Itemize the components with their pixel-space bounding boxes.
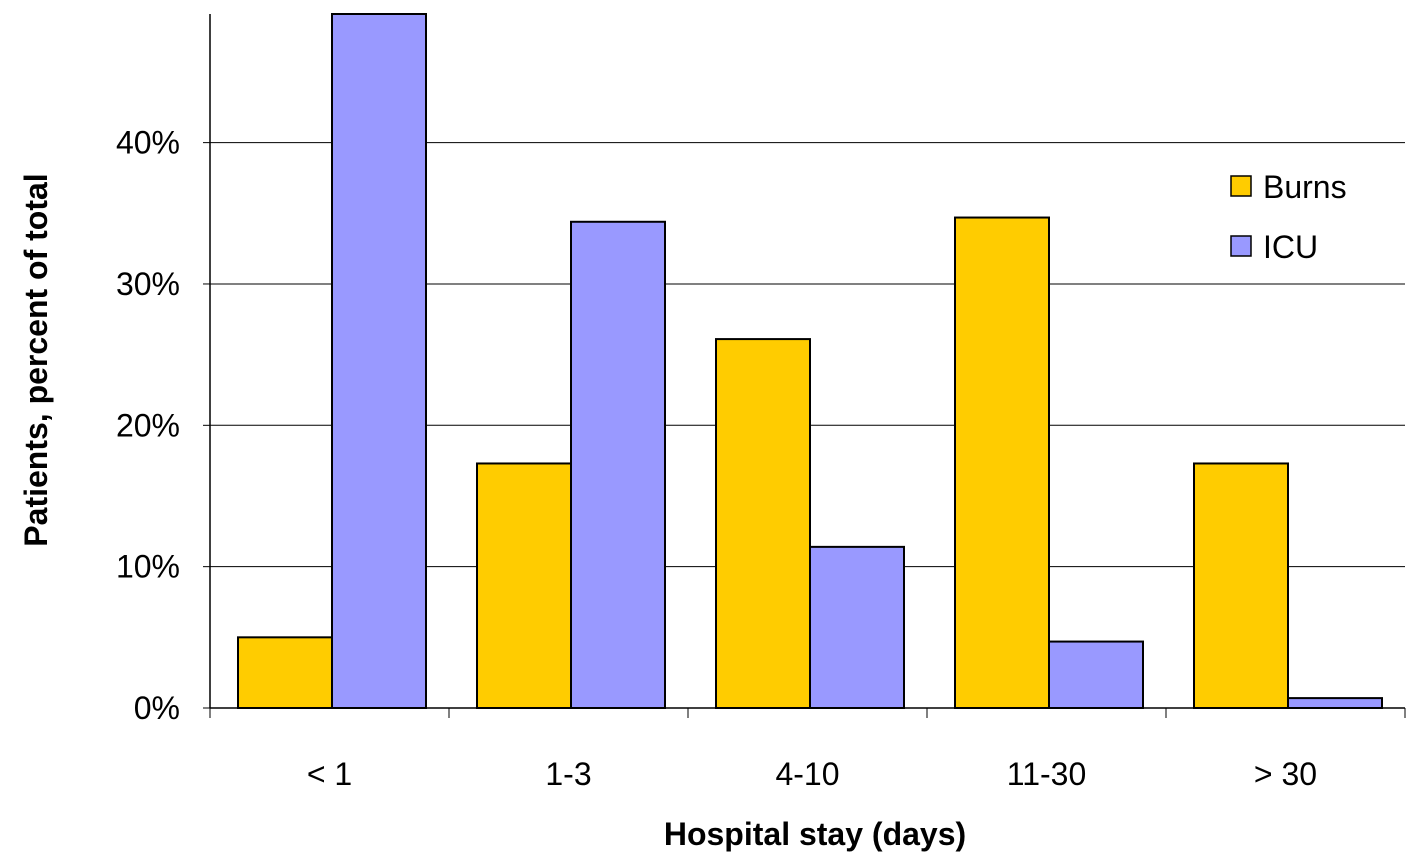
x-tick-label: 4-10 [775,756,839,792]
legend-label-icu: ICU [1263,229,1318,265]
legend: Burns ICU [1230,169,1347,265]
legend-swatch-burns [1230,175,1252,197]
bar-icu [570,220,666,709]
bar-burns [237,636,333,709]
x-tick-label: 1-3 [545,756,591,792]
axes [203,14,1406,718]
legend-swatch-icu [1230,235,1252,257]
bar-burns [954,216,1050,709]
x-tick-label: > 30 [1254,756,1317,792]
bar-icu [1048,640,1144,710]
bar-icu [331,13,427,709]
y-tick-label: 40% [116,125,180,161]
x-tick-label: 11-30 [1007,756,1086,792]
bar-icu [1287,697,1383,709]
bars [237,13,1383,710]
bar-burns [1193,462,1289,709]
x-axis-title: Hospital stay (days) [664,816,966,852]
bar-burns [476,462,572,709]
y-tick-label: 20% [116,407,180,443]
bar-burns [715,338,811,709]
x-tick-label: < 1 [307,756,352,792]
tick-labels: 0% 10% 20% 30% 40% < 1 1-3 4-10 11-30 > 30 [116,125,1317,792]
bar-icu [809,545,905,709]
y-tick-label: 30% [116,266,180,302]
y-tick-label: 0% [134,690,180,726]
y-tick-label: 10% [116,549,180,585]
y-axis-title: Patients, percent of total [18,173,54,546]
legend-label-burns: Burns [1263,169,1347,205]
